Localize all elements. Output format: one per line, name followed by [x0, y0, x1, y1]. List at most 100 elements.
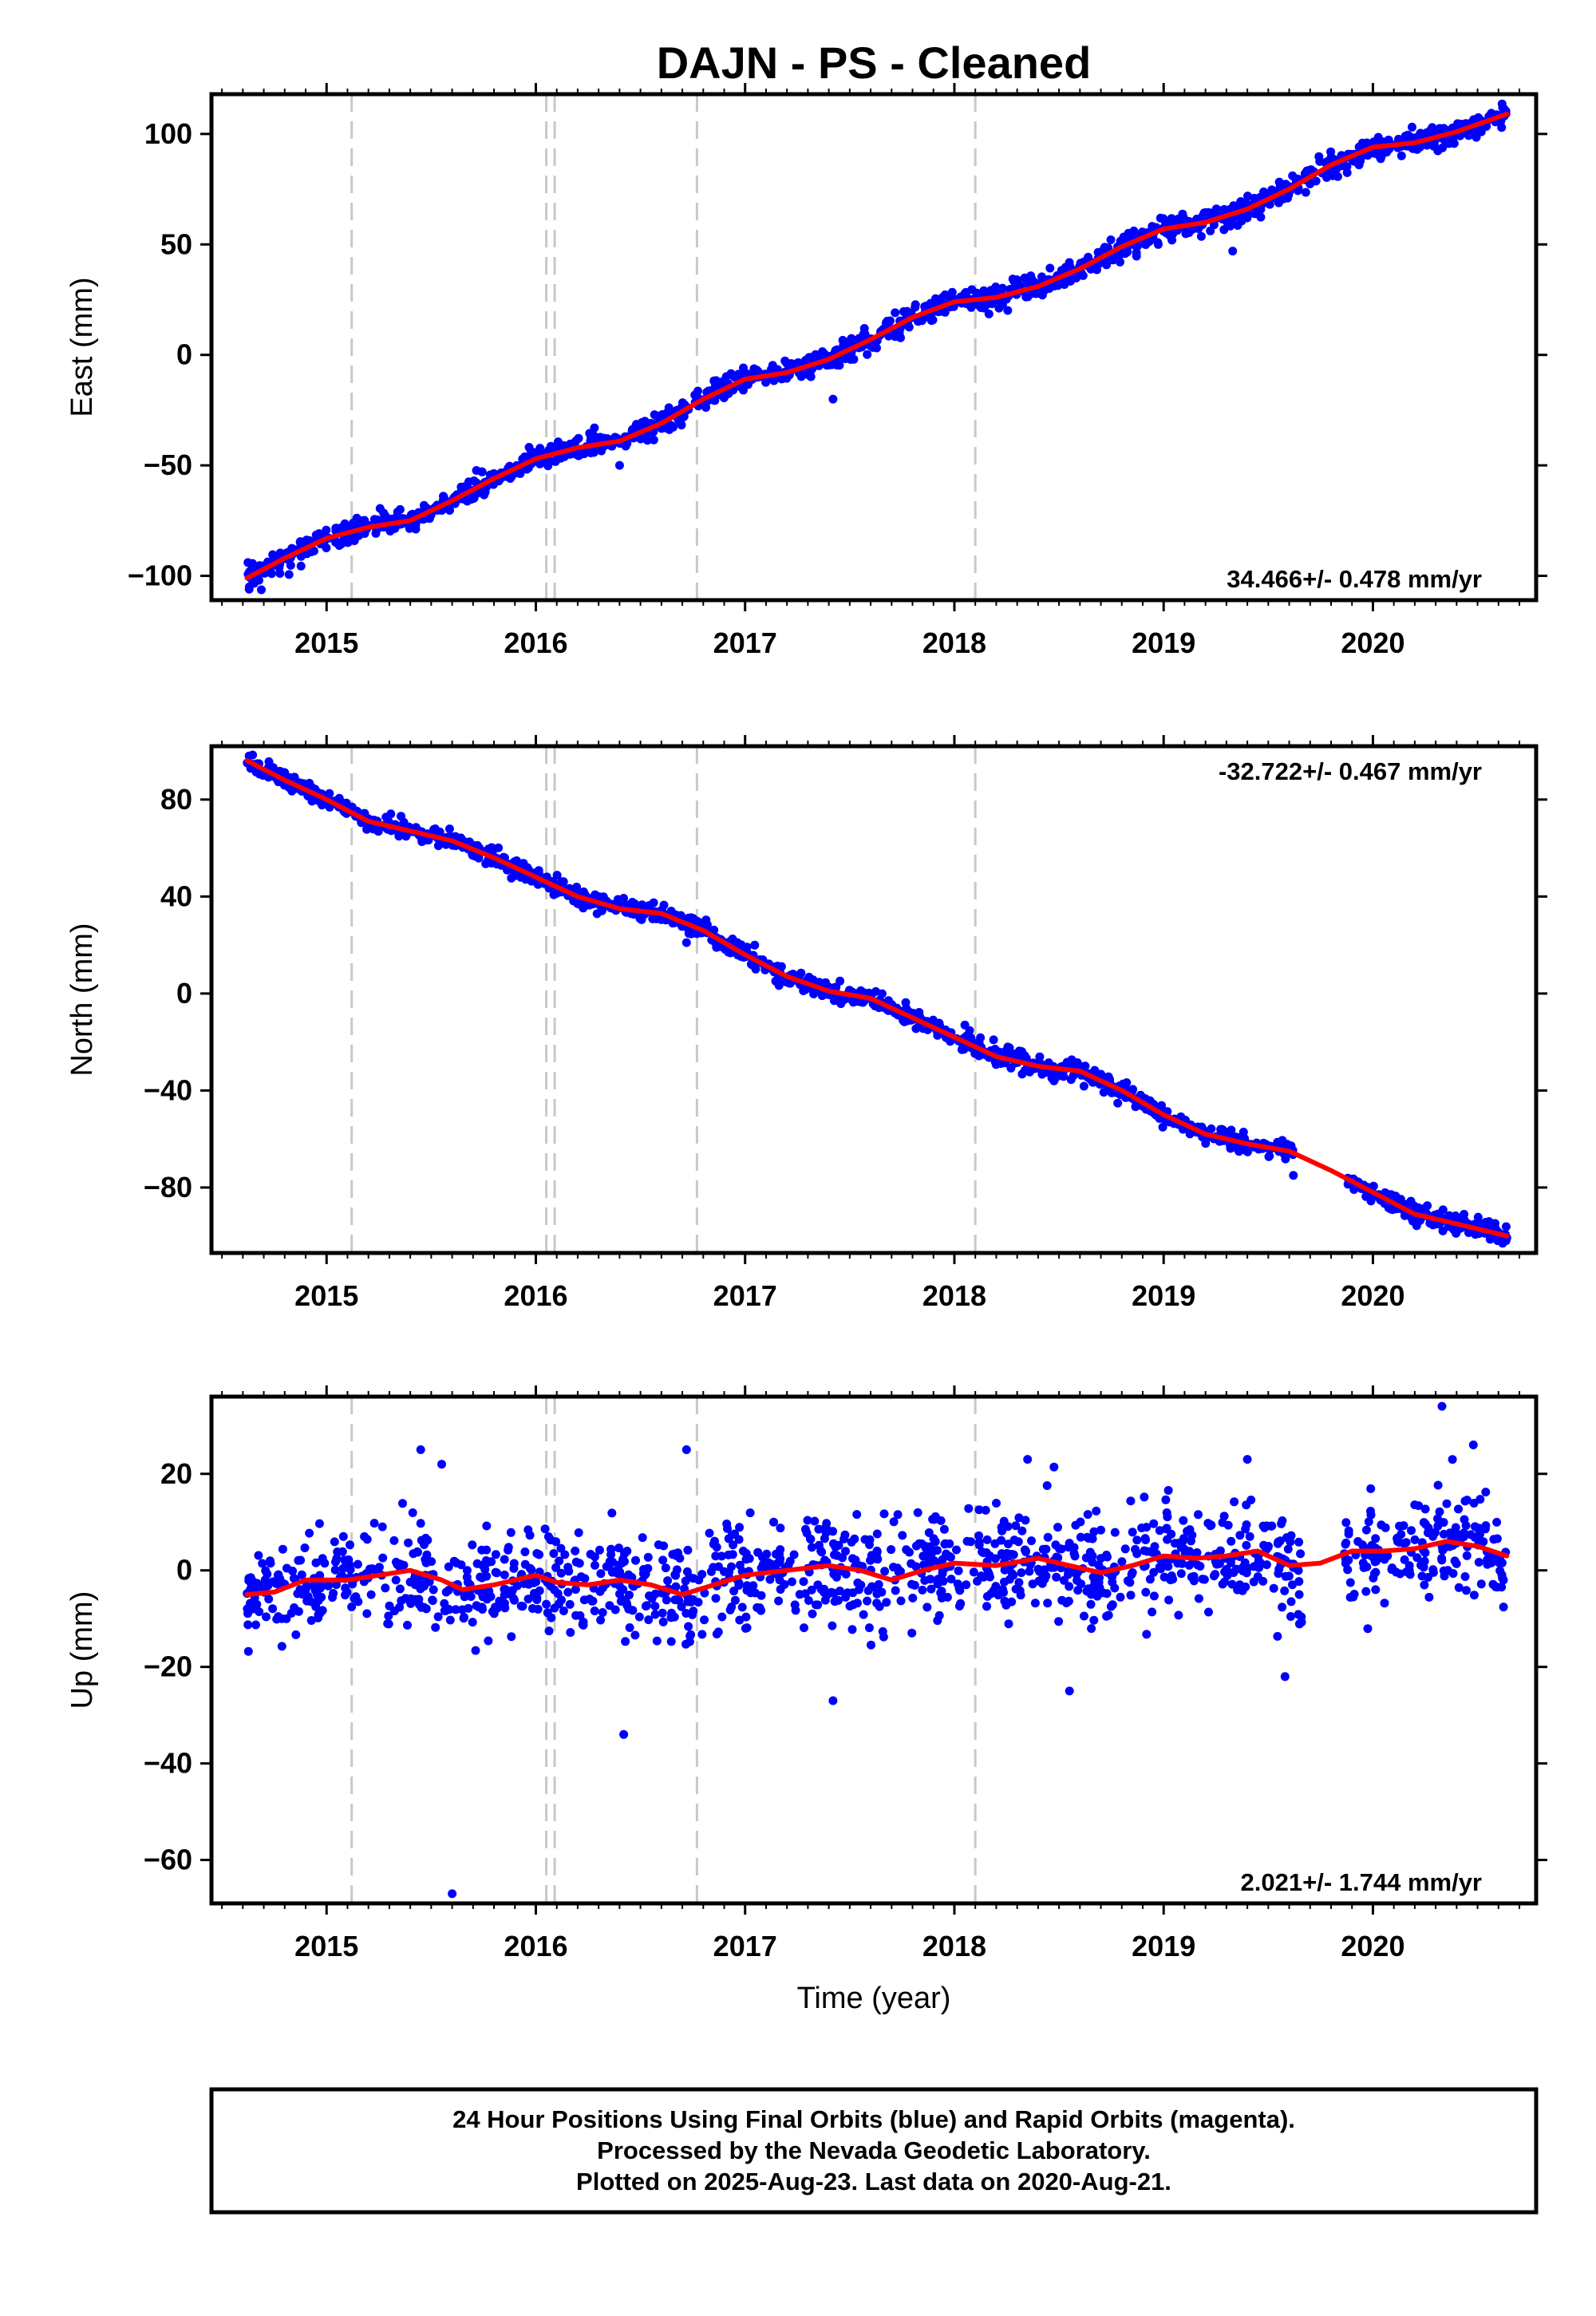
data-point	[1025, 276, 1035, 286]
data-point	[1128, 1528, 1137, 1537]
data-point	[243, 1620, 253, 1630]
data-point	[659, 1541, 669, 1551]
data-point	[484, 1636, 493, 1646]
data-point	[727, 1562, 736, 1571]
data-point	[611, 1567, 620, 1575]
data-point	[524, 1579, 534, 1589]
data-point	[1366, 1507, 1375, 1516]
data-point	[533, 1604, 543, 1614]
data-point	[625, 1623, 634, 1632]
data-point	[1437, 1401, 1447, 1411]
data-point	[416, 1519, 425, 1528]
x-axis-label: Time (year)	[797, 1982, 951, 2015]
data-point	[637, 915, 646, 924]
data-point	[394, 832, 404, 841]
data-point	[1469, 1591, 1479, 1600]
data-point	[939, 1524, 949, 1534]
data-point	[1140, 1534, 1150, 1543]
data-point	[1141, 1587, 1151, 1597]
data-point	[1184, 1560, 1194, 1570]
data-point	[414, 1595, 424, 1604]
data-point	[1349, 1592, 1358, 1602]
data-point	[1433, 1480, 1443, 1490]
data-point	[1148, 1547, 1157, 1557]
data-point	[768, 361, 777, 370]
data-point	[500, 1555, 509, 1564]
chart-title: DAJN - PS - Cleaned	[657, 38, 1092, 88]
data-point	[1007, 1597, 1017, 1607]
data-point	[1461, 1521, 1471, 1531]
data-point	[945, 1539, 954, 1548]
data-point	[887, 1545, 896, 1555]
data-point	[338, 1547, 347, 1556]
data-point	[1250, 1562, 1259, 1571]
data-point	[619, 894, 628, 903]
data-point	[540, 1524, 550, 1534]
data-point	[751, 1588, 760, 1598]
data-point	[1474, 1558, 1483, 1567]
data-point	[1092, 265, 1101, 275]
data-point	[735, 1523, 745, 1532]
data-point	[1005, 1575, 1014, 1584]
data-point	[1442, 1499, 1452, 1508]
data-point	[1045, 263, 1055, 273]
data-point	[1249, 1577, 1258, 1587]
data-point	[1131, 1544, 1140, 1554]
data-point	[1408, 122, 1416, 132]
data-point	[379, 508, 389, 518]
data-point	[294, 1607, 303, 1616]
data-point	[338, 1563, 348, 1573]
data-point	[864, 1623, 874, 1633]
data-point	[1066, 1075, 1076, 1085]
data-point	[1116, 1592, 1125, 1602]
data-point	[1266, 1521, 1276, 1531]
data-point	[663, 1576, 673, 1586]
data-point	[1404, 1566, 1414, 1575]
data-point	[411, 524, 421, 534]
data-point	[969, 1567, 978, 1577]
data-point	[875, 1602, 884, 1611]
data-point	[782, 358, 792, 368]
data-point	[904, 322, 914, 332]
data-point	[1227, 1536, 1236, 1546]
data-point	[700, 1615, 709, 1625]
data-point	[1110, 1583, 1120, 1593]
data-point	[1274, 177, 1284, 187]
data-point	[859, 1610, 868, 1619]
footer-line-3: Plotted on 2025-Aug-23. Last data on 202…	[576, 2168, 1171, 2195]
data-point	[1132, 1535, 1142, 1545]
data-point	[741, 1549, 751, 1559]
data-point	[1127, 1570, 1136, 1579]
data-point	[1399, 1521, 1408, 1531]
x-tick-label: 2018	[922, 1930, 986, 1962]
data-point	[795, 1590, 804, 1599]
data-point	[287, 543, 297, 553]
x-tick-label: 2016	[504, 1279, 567, 1312]
data-point	[529, 1589, 539, 1598]
data-point	[1280, 1586, 1290, 1595]
data-point	[1377, 1520, 1386, 1530]
data-point	[1199, 208, 1209, 218]
data-point	[1089, 1615, 1099, 1625]
data-point	[527, 447, 536, 456]
data-point	[428, 1596, 437, 1606]
y-tick-label: −80	[144, 1171, 192, 1203]
y-axis-label: North (mm)	[65, 923, 99, 1076]
data-point	[1228, 247, 1238, 256]
data-point	[713, 943, 721, 952]
data-point	[437, 1460, 446, 1469]
data-point	[596, 1615, 606, 1625]
data-point	[689, 1607, 698, 1616]
data-point	[1090, 1065, 1100, 1075]
data-point	[417, 1575, 426, 1585]
data-point	[421, 1555, 430, 1564]
data-point	[681, 938, 691, 947]
data-point	[681, 1445, 691, 1454]
data-point	[821, 978, 831, 987]
data-point	[1306, 180, 1315, 188]
data-point	[1086, 1599, 1096, 1609]
data-point	[631, 1555, 640, 1565]
data-point	[1122, 1078, 1132, 1088]
data-point	[693, 1598, 703, 1607]
data-point	[384, 1611, 393, 1621]
